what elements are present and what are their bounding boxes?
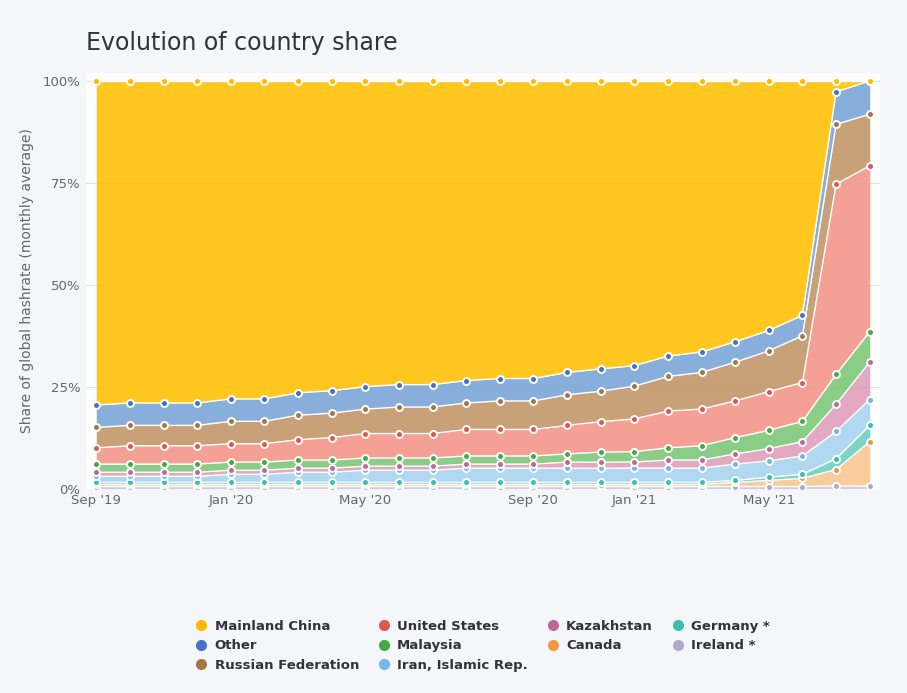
Text: Evolution of country share: Evolution of country share [86,31,398,55]
Y-axis label: Share of global hashrate (monthly average): Share of global hashrate (monthly averag… [20,128,34,433]
Legend: Mainland China, Other, Russian Federation, United States, Malaysia, Iran, Islami: Mainland China, Other, Russian Federatio… [196,620,770,672]
